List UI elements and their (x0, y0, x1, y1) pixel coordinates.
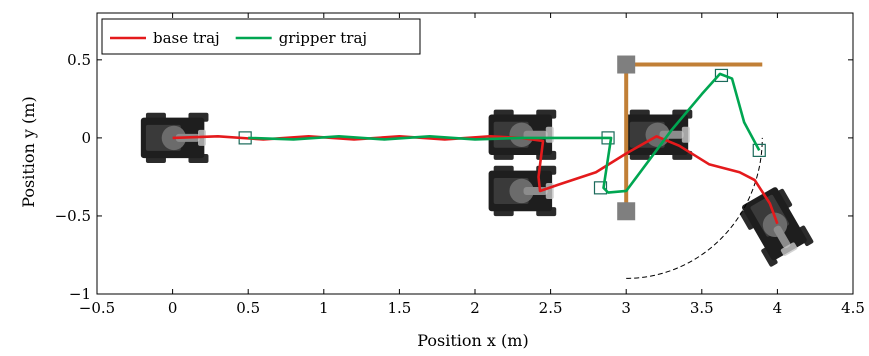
robot-arm-base (509, 178, 534, 204)
robot-pose (739, 187, 814, 267)
robot-gripper (780, 242, 798, 256)
x-tick-label: 3 (621, 299, 631, 317)
y-tick-label: 0 (81, 129, 91, 147)
robot-wheel (761, 246, 778, 267)
x-tick-label: 2.5 (539, 299, 563, 317)
x-tick-label: 0.5 (236, 299, 260, 317)
series-line-base-traj (172, 135, 779, 225)
x-tick-label: 0 (168, 299, 178, 317)
x-axis-label: Position x (m) (417, 331, 528, 350)
x-tick-label: −0.5 (79, 299, 115, 317)
x-tick-label: 4.5 (841, 299, 865, 317)
robot-arm (523, 186, 548, 195)
x-tick-label: 2 (470, 299, 480, 317)
x-tick-label: 4 (773, 299, 783, 317)
robot-pose (488, 165, 557, 217)
plot-frame (96, 12, 854, 295)
axes-layer: −0.5 0 0.5 1 1.5 2 2.5 3 3.5 4 4.5−1−0.500.5 (55, 12, 865, 317)
legend-label: gripper traj (279, 29, 367, 47)
series-line-gripper-traj (248, 72, 761, 194)
y-tick-label: −0.5 (55, 207, 91, 225)
legend-box (101, 18, 421, 55)
x-tick-label: 1 (319, 299, 329, 317)
legend: base traj gripper traj (101, 18, 421, 55)
legend-label: base traj (153, 29, 220, 47)
frame-marker (617, 202, 636, 221)
y-tick-label: 0.5 (67, 51, 91, 69)
gripper-marker (593, 181, 608, 195)
y-tick-label: −1 (69, 285, 91, 303)
frame-marker (617, 55, 636, 74)
door-swing-arc (626, 137, 763, 279)
robot-gripper (545, 126, 554, 143)
series-layer (172, 72, 779, 225)
reference-layer (238, 55, 766, 279)
y-axis-label: Position y (m) (19, 96, 38, 207)
x-tick-label: 1.5 (387, 299, 411, 317)
robot-pose (488, 109, 557, 160)
x-tick-label: 3.5 (690, 299, 714, 317)
gripper-marker (752, 143, 766, 157)
robot-arm-base (509, 122, 534, 147)
robot-gripper (681, 126, 690, 143)
robot-poses-layer (140, 109, 814, 267)
robot-arm (773, 225, 791, 249)
